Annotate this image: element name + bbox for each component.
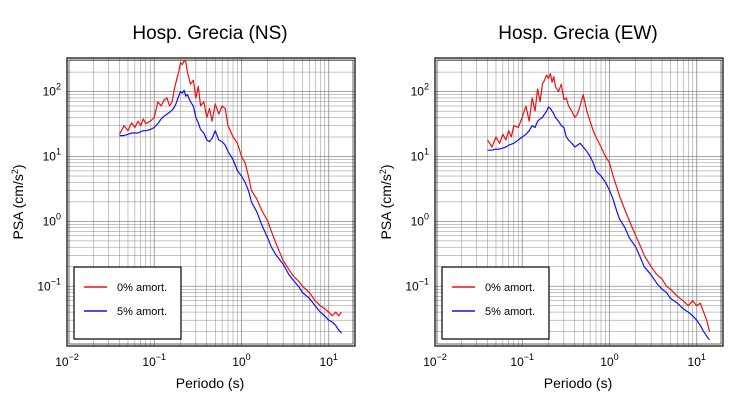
chart-title: Hosp. Grecia (EW) <box>498 23 657 44</box>
x-tick-label: 101 <box>688 352 706 369</box>
y-tick-label: 101 <box>43 147 61 164</box>
y-axis-label: PSA (cm/s2) <box>10 164 26 239</box>
x-tick-label: 10−1 <box>142 352 166 369</box>
plot-border-inner <box>436 59 722 345</box>
x-tick-label: 10−2 <box>423 352 447 369</box>
legend-box <box>73 266 182 340</box>
y-axis-label: PSA (cm/s2) <box>378 164 394 239</box>
y-tick-labels: 10−1 100 101 102 <box>405 82 429 294</box>
chart-ew: Hosp. Grecia (EW) 10−2 10−1 100 101 10−1 100… <box>378 23 724 391</box>
series-group <box>118 60 342 334</box>
legend-label-1: 5% amort. <box>485 306 535 318</box>
x-tick-label: 10−1 <box>510 352 534 369</box>
x-tick-label: 10−2 <box>55 352 79 369</box>
x-axis-label: Periodo (s) <box>176 375 244 391</box>
x-tick-label: 100 <box>600 352 618 369</box>
y-tick-label: 102 <box>411 82 429 99</box>
x-tick-labels: 10−2 10−1 100 101 <box>423 352 706 369</box>
legend-label-1: 5% amort. <box>117 306 167 318</box>
series-line-1 <box>119 89 342 334</box>
y-tick-label: 100 <box>43 211 61 228</box>
legend: 0% amort. 5% amort. <box>73 266 182 340</box>
plot-border-inner <box>68 59 354 345</box>
legend-label-0: 0% amort. <box>485 282 535 294</box>
plot-border <box>66 57 356 347</box>
y-tick-label: 10−1 <box>405 276 429 293</box>
chart-ns: Hosp. Grecia (NS) 10−2 10−1 100 101 10−1 100… <box>10 23 356 391</box>
plot-border <box>434 57 724 347</box>
grid <box>66 58 356 346</box>
x-tick-label: 101 <box>320 352 338 369</box>
y-tick-label: 102 <box>43 82 61 99</box>
x-tick-label: 100 <box>232 352 250 369</box>
x-axis-label: Periodo (s) <box>544 375 612 391</box>
y-tick-label: 100 <box>411 211 429 228</box>
y-tick-label: 10−1 <box>37 276 61 293</box>
y-tick-label: 101 <box>411 147 429 164</box>
series-line-0 <box>486 72 711 332</box>
legend-box <box>441 266 550 340</box>
axes-frame <box>66 57 356 347</box>
series-line-0 <box>118 60 342 317</box>
legend: 0% amort. 5% amort. <box>441 266 550 340</box>
legend-label-0: 0% amort. <box>117 282 167 294</box>
series-line-1 <box>487 106 710 341</box>
x-tick-labels: 10−2 10−1 100 101 <box>55 352 338 369</box>
y-tick-labels: 10−1 100 101 102 <box>37 82 61 294</box>
series-group <box>486 72 711 341</box>
chart-title: Hosp. Grecia (NS) <box>132 23 287 44</box>
axes-frame <box>434 57 724 347</box>
